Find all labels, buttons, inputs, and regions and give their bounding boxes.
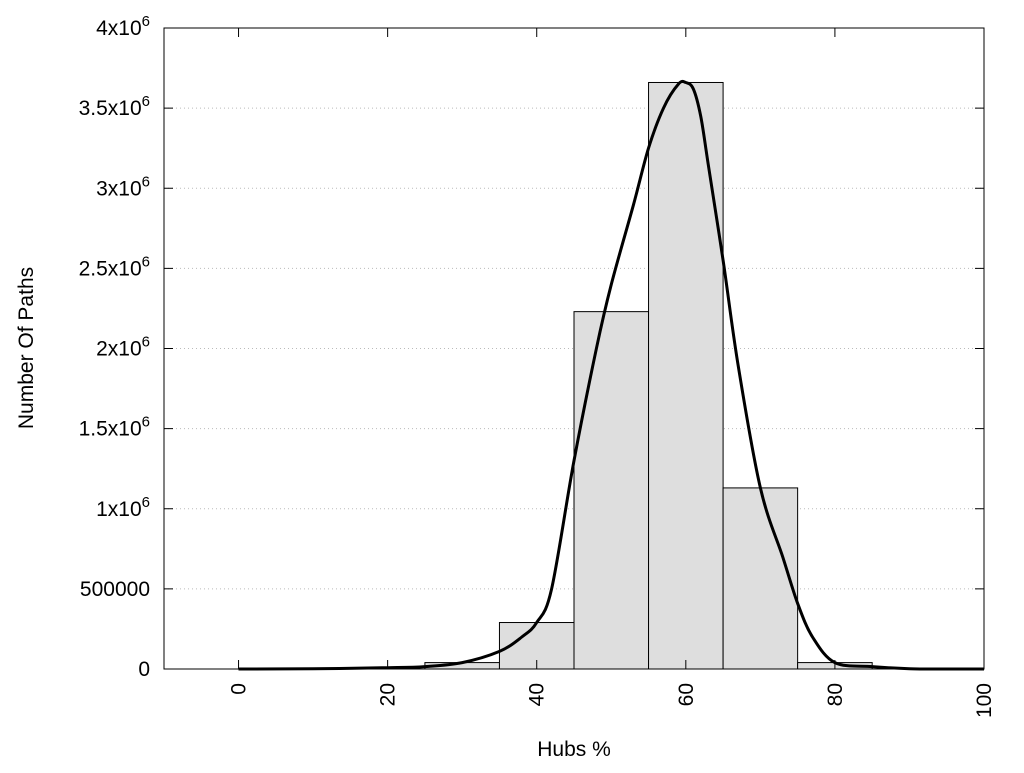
y-tick-label: 2.5x106 (79, 253, 150, 280)
y-axis-label: Number Of Paths (15, 267, 38, 429)
y-tick-label: 1x106 (96, 494, 150, 521)
y-tick-label: 500000 (80, 578, 150, 601)
x-tick-label: 0 (228, 683, 251, 695)
x-tick-label: 40 (526, 683, 549, 706)
x-tick-label: 80 (824, 683, 847, 706)
x-tick-label: 60 (675, 683, 698, 706)
x-tick-label: 100 (973, 683, 996, 718)
y-tick-label: 2x106 (96, 334, 150, 361)
density-curve (238, 79, 985, 671)
y-tick-label: 1.5x106 (79, 414, 150, 441)
y-tick-label: 0 (138, 658, 150, 681)
histogram-bar (648, 81, 724, 670)
y-tick-label: 3.5x106 (79, 93, 150, 120)
x-tick-labels: 0 20 40 60 80 100 (228, 683, 996, 718)
x-tick-label: 20 (377, 683, 400, 706)
axis-ticks (164, 27, 985, 670)
y-tick-label: 3x106 (96, 173, 150, 200)
histogram-bar (722, 487, 799, 670)
density-curve-group (238, 79, 985, 671)
grid-lines (164, 107, 984, 590)
x-axis-label: Hubs % (537, 738, 611, 761)
y-tick-labels: 0 500000 1x106 1.5x106 2x106 2.5x106 3x106 3.5x… (79, 13, 150, 681)
y-tick-label: 4x106 (96, 13, 150, 40)
histogram-bars (424, 81, 873, 670)
histogram-bar (573, 311, 650, 670)
